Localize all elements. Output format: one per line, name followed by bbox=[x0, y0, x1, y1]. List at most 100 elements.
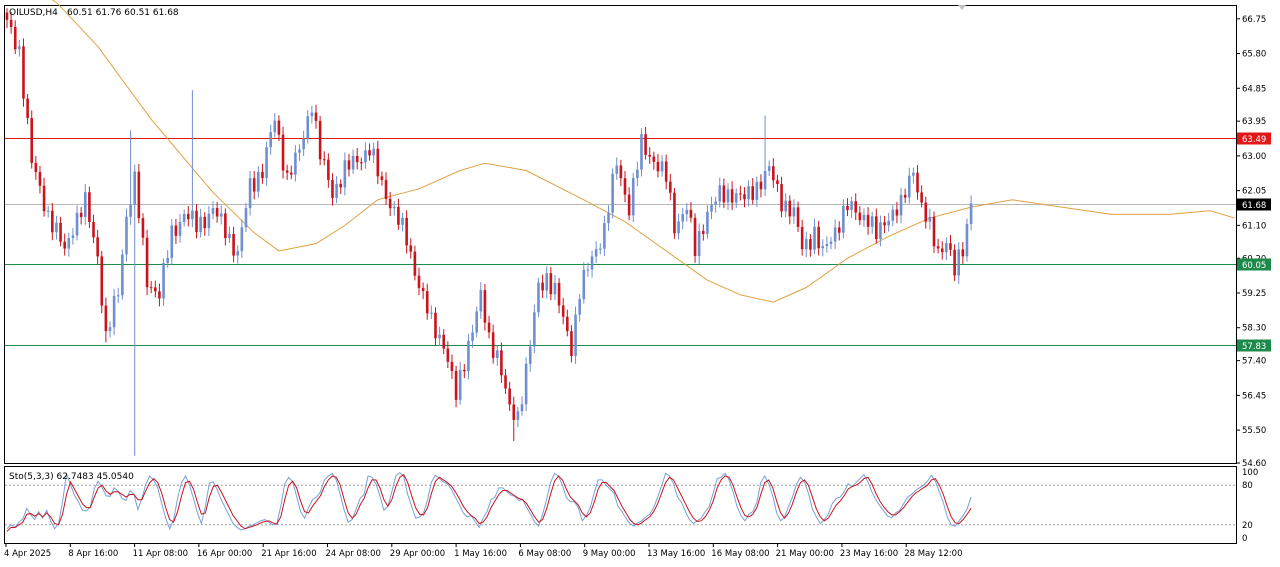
candle-body bbox=[343, 160, 347, 188]
candle-body bbox=[195, 210, 198, 232]
candle bbox=[141, 213, 145, 246]
candle-body bbox=[957, 249, 961, 276]
candle-body bbox=[178, 222, 182, 236]
candle-body bbox=[829, 241, 833, 244]
candle-body bbox=[928, 216, 932, 222]
candle-body bbox=[644, 134, 647, 155]
candle bbox=[504, 368, 507, 394]
candle-body bbox=[520, 404, 524, 412]
candle-body bbox=[244, 208, 248, 228]
candle-body bbox=[26, 98, 29, 119]
time-tick-label: 11 Apr 08:00 bbox=[133, 549, 188, 559]
candle-body bbox=[916, 172, 919, 193]
candle bbox=[100, 251, 104, 314]
stochastic-panel-frame[interactable] bbox=[4, 466, 1237, 544]
stoch-tick-label: 100 bbox=[1242, 468, 1258, 478]
candle bbox=[487, 315, 491, 339]
candle-body bbox=[701, 231, 705, 234]
candle bbox=[125, 208, 128, 262]
candle-body bbox=[108, 327, 112, 332]
level-tag-text-current: 61.68 bbox=[1242, 201, 1266, 211]
candle-body bbox=[129, 204, 132, 217]
candle-body bbox=[743, 194, 746, 200]
candle bbox=[660, 155, 664, 177]
candle-body bbox=[471, 332, 474, 341]
candle bbox=[96, 229, 99, 265]
candle bbox=[380, 171, 384, 186]
candle-body bbox=[767, 166, 771, 171]
candle-body bbox=[652, 156, 656, 162]
candle bbox=[392, 200, 396, 216]
candle-body bbox=[22, 46, 25, 99]
candle bbox=[34, 156, 38, 180]
candle-body bbox=[162, 262, 165, 299]
candle-body bbox=[903, 194, 907, 198]
candle bbox=[722, 178, 726, 208]
candle bbox=[792, 199, 796, 224]
candle-body bbox=[912, 172, 915, 176]
candle bbox=[199, 208, 202, 238]
candle-body bbox=[714, 201, 717, 205]
candle bbox=[669, 173, 672, 201]
time-tick-label: 8 Apr 16:00 bbox=[68, 549, 118, 559]
candle-body bbox=[51, 210, 54, 233]
candle bbox=[701, 224, 705, 241]
level-tag-text-support-1: 60.05 bbox=[1242, 261, 1266, 271]
candle-body bbox=[483, 290, 487, 323]
candle bbox=[343, 152, 347, 196]
candle-body bbox=[582, 269, 586, 300]
candle bbox=[92, 214, 95, 244]
candle-body bbox=[516, 411, 520, 420]
candle-body bbox=[182, 213, 186, 223]
level-tag-text-resistance: 63.49 bbox=[1242, 135, 1266, 145]
candle bbox=[483, 284, 487, 331]
candle-body bbox=[88, 192, 91, 222]
candle-body bbox=[335, 183, 338, 198]
candle bbox=[718, 177, 722, 208]
candle bbox=[170, 219, 174, 265]
candle bbox=[870, 211, 874, 234]
candle bbox=[957, 242, 961, 284]
candle bbox=[533, 304, 536, 354]
candle bbox=[244, 202, 248, 233]
candle-body bbox=[500, 350, 503, 376]
candle-body bbox=[495, 350, 499, 359]
price-panel-frame[interactable] bbox=[4, 5, 1237, 464]
candle bbox=[257, 166, 260, 198]
candle bbox=[714, 196, 717, 213]
candle-body bbox=[627, 194, 631, 216]
candle bbox=[879, 215, 882, 247]
candle bbox=[158, 283, 161, 307]
candle-body bbox=[784, 200, 787, 212]
candle-body bbox=[475, 311, 478, 333]
candle bbox=[520, 396, 524, 416]
candle bbox=[912, 167, 915, 184]
chart-shift-marker[interactable] bbox=[958, 5, 966, 10]
candle bbox=[739, 185, 742, 201]
price-tick-label: 62.05 bbox=[1242, 187, 1266, 197]
candle-body bbox=[689, 209, 693, 218]
candle bbox=[129, 130, 132, 225]
candle bbox=[454, 365, 458, 408]
candle bbox=[397, 198, 400, 230]
candle bbox=[289, 165, 293, 180]
candle bbox=[261, 163, 264, 184]
candle bbox=[866, 207, 870, 235]
candle-body bbox=[611, 173, 614, 213]
candle bbox=[5, 8, 9, 28]
candle-body bbox=[467, 340, 470, 372]
candle bbox=[331, 173, 334, 206]
candle bbox=[248, 170, 252, 216]
candle bbox=[314, 104, 318, 129]
candle bbox=[508, 381, 511, 411]
candle bbox=[891, 204, 895, 227]
candle-body bbox=[804, 239, 808, 250]
time-tick-label: 29 Apr 00:00 bbox=[390, 549, 445, 559]
candle-body bbox=[619, 165, 623, 179]
candle bbox=[228, 226, 231, 243]
candle-body bbox=[145, 237, 149, 288]
candle-body bbox=[776, 180, 779, 185]
candle bbox=[582, 262, 586, 304]
candle bbox=[557, 278, 561, 314]
